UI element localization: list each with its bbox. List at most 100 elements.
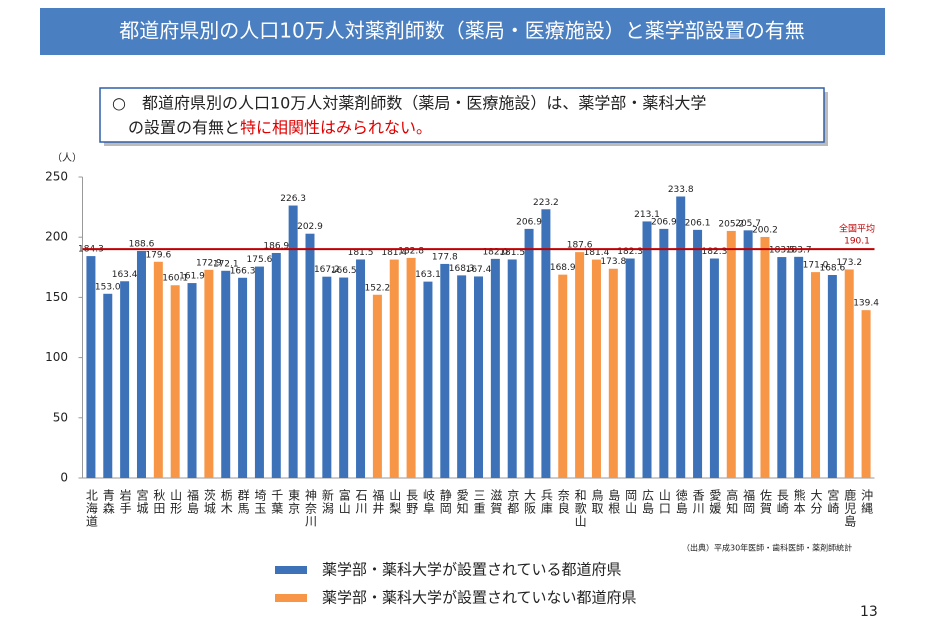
value-label: 153.0	[95, 282, 121, 292]
bar	[541, 209, 551, 478]
value-label: 139.4	[853, 299, 879, 309]
x-tick-label: 熊本	[792, 488, 806, 515]
value-label: 205.2	[718, 219, 744, 229]
slide-title: 都道府県別の人口10万人対薬剤師数（薬局・医療施設）と薬学部設置の有無	[119, 19, 804, 43]
bar	[86, 256, 96, 478]
bar	[709, 258, 719, 478]
bar	[204, 269, 214, 478]
bar	[608, 268, 618, 478]
value-label: 167.4	[466, 265, 492, 275]
legend-label: 薬学部・薬科大学が設置されていない都道府県	[322, 589, 637, 607]
value-label: 183.5	[769, 246, 795, 256]
value-label: 177.8	[432, 252, 458, 262]
bar	[372, 294, 382, 478]
x-tick-label: 愛知	[455, 489, 469, 515]
value-label: 166.3	[230, 266, 256, 276]
x-tick-label: 福岡	[742, 488, 756, 515]
x-tick-label: 徳島	[674, 488, 688, 515]
callout-line: ○ 都道府県別の人口10万人対薬剤師数（薬局・医療施設）は、薬学部・薬科大学	[112, 94, 706, 113]
value-label: 171.0	[803, 261, 829, 271]
x-tick-label: 東京	[287, 489, 301, 515]
bar	[322, 276, 332, 478]
bar	[474, 276, 483, 478]
source: （出典）平成30年医師・歯科医師・薬剤師統計	[682, 543, 852, 553]
bar	[339, 277, 349, 478]
value-label: 163.1	[415, 270, 441, 280]
x-tick-label: 茨城	[202, 489, 216, 515]
value-label: 226.3	[280, 194, 306, 204]
x-tick-label: 群馬	[236, 489, 250, 515]
bar	[457, 275, 467, 478]
bar	[221, 270, 231, 478]
bar	[389, 259, 399, 478]
value-label: 205.7	[735, 219, 761, 229]
bar	[777, 257, 787, 478]
value-label: 213.1	[634, 210, 660, 220]
bar	[524, 228, 534, 478]
y-tick-label: 250	[45, 170, 68, 184]
x-tick-label: 愛媛	[708, 489, 722, 515]
value-label: 181.5	[348, 248, 374, 258]
bar	[794, 256, 804, 478]
bar	[490, 258, 500, 478]
value-label: 183.7	[786, 245, 812, 255]
x-tick-label: 千葉	[270, 489, 284, 515]
x-tick-label: 佐賀	[758, 489, 772, 515]
bar	[659, 228, 669, 478]
value-label: 172.9	[196, 258, 222, 268]
reference-value: 190.1	[844, 237, 870, 247]
value-label: 173.8	[600, 257, 626, 267]
x-tick-label: 青森	[101, 489, 115, 515]
value-label: 168.6	[819, 264, 845, 274]
page-number: 13	[860, 604, 878, 620]
x-tick-label: 沖縄	[860, 489, 874, 515]
value-label: 168.9	[550, 263, 576, 273]
value-label: 200.2	[752, 225, 778, 235]
x-tick-label: 長崎	[775, 489, 789, 515]
bar	[575, 252, 585, 478]
x-tick-label: 香川	[691, 489, 705, 515]
bar	[625, 258, 635, 478]
x-tick-label: 鳥取	[590, 488, 604, 515]
title-bar	[40, 8, 885, 55]
bar	[642, 221, 652, 478]
value-label: 202.9	[297, 222, 323, 232]
value-label: 163.4	[112, 270, 138, 280]
x-tick-label: 石川	[354, 489, 368, 515]
bar	[254, 266, 264, 478]
y-tick-label: 50	[53, 410, 68, 424]
value-label: 160.1	[162, 274, 188, 284]
x-tick-label: 北海道	[84, 489, 98, 528]
x-tick-label: 岡山	[624, 489, 638, 515]
x-tick-label: 福島	[186, 488, 200, 515]
bar	[406, 257, 416, 478]
value-label: 182.3	[617, 247, 643, 257]
value-label: 182.3	[702, 247, 728, 257]
x-tick-label: 長野	[405, 489, 419, 515]
value-label: 181.5	[499, 248, 525, 258]
x-tick-label: 神奈川	[303, 489, 317, 528]
bar	[861, 310, 871, 478]
bar	[558, 274, 568, 478]
value-label: 166.5	[331, 266, 357, 276]
reference-label: 全国平均	[839, 223, 875, 235]
x-tick-label: 京都	[506, 489, 520, 515]
value-label: 187.6	[567, 241, 593, 251]
x-tick-label: 大阪	[523, 489, 537, 515]
value-label: 167.2	[314, 265, 340, 275]
x-tick-label: 滋賀	[489, 489, 503, 515]
x-tick-label: 富山	[337, 488, 351, 515]
x-tick-label: 兵庫	[539, 489, 553, 515]
value-label: 206.1	[685, 218, 711, 228]
x-tick-label: 高知	[725, 488, 739, 515]
bar	[288, 205, 298, 479]
bar	[305, 233, 315, 478]
value-label: 175.6	[247, 255, 273, 265]
value-label: 168.3	[449, 264, 475, 274]
value-label: 223.2	[533, 198, 559, 208]
legend-swatch	[275, 566, 307, 574]
x-tick-label: 山形	[169, 489, 183, 515]
value-label: 188.6	[129, 239, 155, 249]
y-tick-label: 150	[45, 290, 68, 304]
